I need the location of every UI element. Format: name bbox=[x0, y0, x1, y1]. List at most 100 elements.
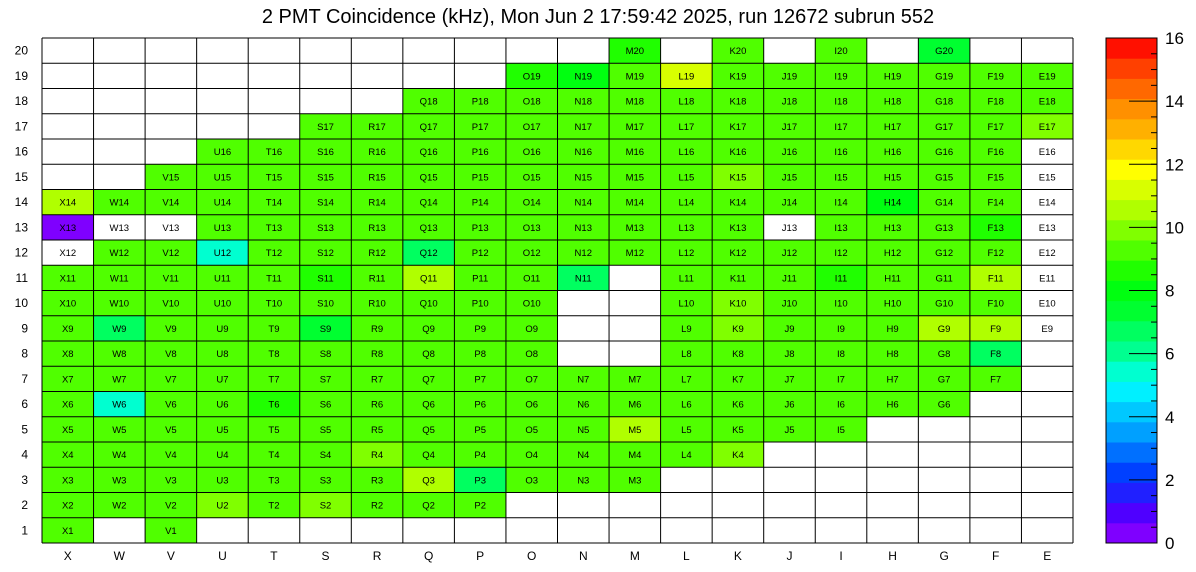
cell-label: K7 bbox=[732, 374, 744, 385]
heatmap-cell bbox=[248, 164, 300, 190]
cell-label: J14 bbox=[782, 198, 797, 209]
cell-label: R5 bbox=[371, 425, 383, 436]
cell-label: I6 bbox=[837, 400, 845, 411]
y-tick-label: 3 bbox=[21, 473, 28, 487]
heatmap-cell bbox=[609, 63, 661, 89]
cell-label: U9 bbox=[216, 324, 228, 335]
heatmap-cell bbox=[969, 63, 1022, 89]
cell-label: H8 bbox=[886, 349, 898, 360]
cell-label: E15 bbox=[1039, 172, 1056, 183]
cell-label: H11 bbox=[884, 273, 901, 284]
cell-label: M5 bbox=[628, 425, 641, 436]
cell-label: J18 bbox=[782, 97, 797, 108]
cell-label: M18 bbox=[626, 97, 644, 108]
colorbar-band bbox=[1106, 260, 1157, 281]
cell-label: G9 bbox=[938, 324, 951, 335]
heatmap-cell bbox=[660, 214, 713, 240]
y-tick-label: 20 bbox=[15, 44, 29, 58]
cell-label: G7 bbox=[938, 374, 951, 385]
cell-label: V14 bbox=[162, 198, 179, 209]
y-tick-label: 12 bbox=[15, 246, 29, 260]
heatmap-cell bbox=[660, 341, 713, 367]
heatmap-cell bbox=[505, 467, 558, 493]
cell-label: P15 bbox=[472, 172, 489, 183]
cell-label: P17 bbox=[472, 122, 489, 133]
cell-label: G13 bbox=[935, 223, 953, 234]
heatmap-cell bbox=[609, 467, 661, 493]
heatmap-cell bbox=[866, 164, 919, 190]
cell-label: O14 bbox=[523, 198, 541, 209]
cell-label: L6 bbox=[681, 400, 692, 411]
heatmap-cell bbox=[145, 315, 197, 341]
cell-label: I13 bbox=[834, 223, 847, 234]
cell-label: P18 bbox=[472, 97, 489, 108]
cell-label: M3 bbox=[628, 475, 641, 486]
cell-label: J6 bbox=[784, 400, 794, 411]
heatmap-cell bbox=[299, 416, 352, 442]
heatmap-cell bbox=[42, 442, 94, 468]
heatmap-cell bbox=[1021, 290, 1073, 316]
cell-label: Q7 bbox=[422, 374, 435, 385]
cell-label: E16 bbox=[1039, 147, 1056, 158]
heatmap-cell bbox=[557, 240, 610, 266]
cell-label: I15 bbox=[834, 172, 847, 183]
cell-label: V8 bbox=[165, 349, 177, 360]
cell-label: G6 bbox=[938, 400, 951, 411]
cell-label: F18 bbox=[987, 97, 1003, 108]
grid-lines bbox=[41, 37, 1074, 544]
cell-label: H9 bbox=[886, 324, 898, 335]
heatmap-cell bbox=[248, 290, 300, 316]
y-tick-label: 6 bbox=[21, 397, 28, 411]
heatmap-cell bbox=[505, 88, 558, 114]
heatmap-cell bbox=[145, 517, 197, 543]
colorbar-tick-label: 2 bbox=[1165, 471, 1174, 490]
heatmap-cell bbox=[454, 442, 506, 468]
cell-label: P6 bbox=[474, 400, 486, 411]
cell-label: K16 bbox=[729, 147, 746, 158]
cell-label: F17 bbox=[987, 122, 1003, 133]
cell-label: Q4 bbox=[422, 450, 435, 461]
cell-label: S16 bbox=[317, 147, 334, 158]
cell-label: W5 bbox=[112, 425, 126, 436]
heatmap-cell bbox=[815, 391, 867, 417]
heatmap-cell bbox=[712, 290, 764, 316]
cell-label: E12 bbox=[1039, 248, 1056, 259]
heatmap-cell bbox=[712, 38, 764, 64]
heatmap-cell bbox=[196, 265, 249, 291]
heatmap-cell bbox=[42, 391, 94, 417]
cell-label: V13 bbox=[162, 223, 179, 234]
cell-label: J9 bbox=[784, 324, 794, 335]
x-tick-label: T bbox=[270, 549, 278, 563]
cell-label: K15 bbox=[729, 172, 746, 183]
heatmap-cell bbox=[660, 189, 713, 215]
heatmap-cell bbox=[815, 315, 867, 341]
cell-label: I5 bbox=[837, 425, 845, 436]
cell-label: J11 bbox=[782, 273, 797, 284]
heatmap-cell bbox=[299, 214, 352, 240]
heatmap-cell bbox=[660, 164, 713, 190]
cell-label: K19 bbox=[729, 71, 746, 82]
heatmap-cell bbox=[145, 391, 197, 417]
cell-label: S2 bbox=[320, 501, 332, 512]
y-tick-label: 17 bbox=[15, 119, 29, 133]
heatmap-cell bbox=[196, 467, 249, 493]
heatmap-cell bbox=[557, 416, 610, 442]
heatmap-cell bbox=[402, 240, 455, 266]
cell-label: O12 bbox=[523, 248, 541, 259]
cell-label: L14 bbox=[678, 198, 694, 209]
colorbar-tick-label: 0 bbox=[1165, 534, 1174, 553]
cell-label: O9 bbox=[525, 324, 538, 335]
heatmap-cell bbox=[299, 139, 352, 165]
cell-label: N12 bbox=[575, 248, 592, 259]
heatmap-cell bbox=[918, 341, 970, 367]
heatmap-cell bbox=[918, 240, 970, 266]
heatmap-cell bbox=[1021, 88, 1073, 114]
heatmap-cell bbox=[402, 366, 455, 392]
cell-label: X10 bbox=[59, 299, 76, 310]
heatmap-cell bbox=[557, 113, 610, 139]
cell-label: L15 bbox=[678, 172, 694, 183]
heatmap-cell bbox=[93, 391, 146, 417]
cell-label: H6 bbox=[886, 400, 898, 411]
y-tick-label: 9 bbox=[21, 321, 28, 335]
cell-label: Q2 bbox=[422, 501, 435, 512]
